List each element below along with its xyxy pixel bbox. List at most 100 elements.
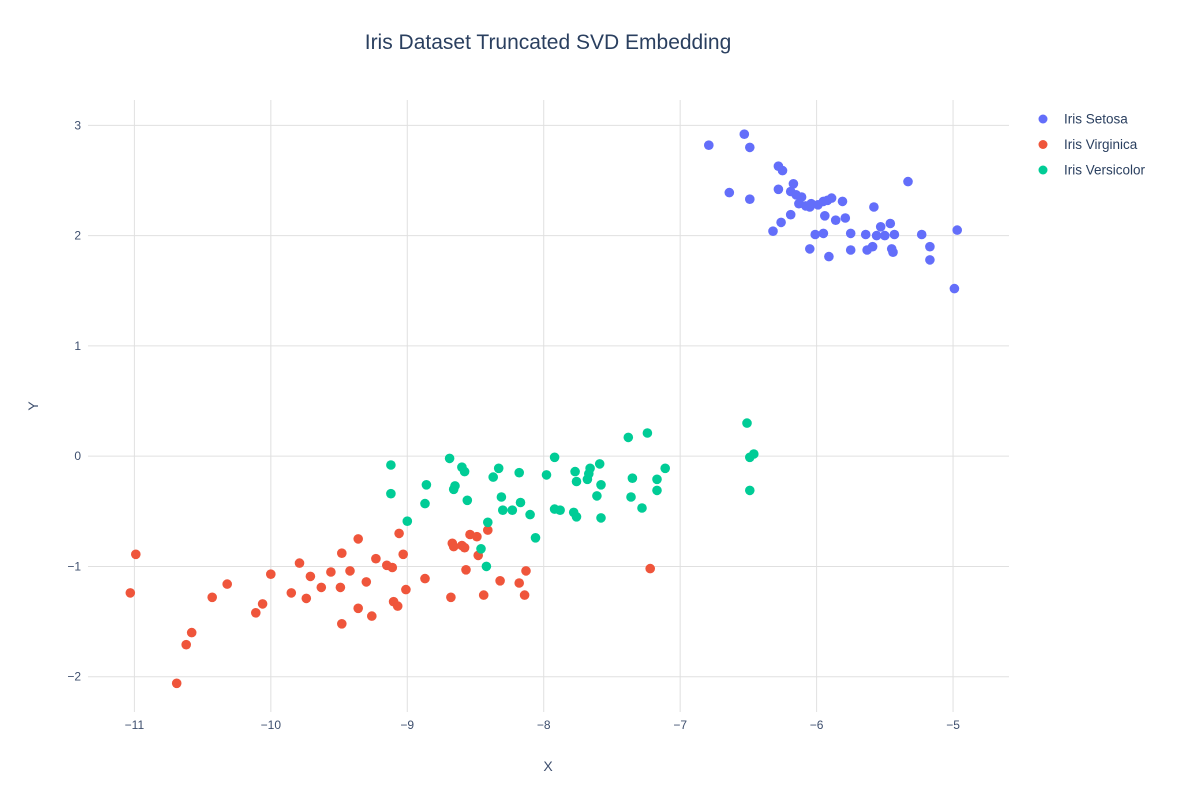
data-point[interactable] — [885, 218, 896, 229]
data-point[interactable] — [768, 226, 778, 236]
plot-area[interactable] — [88, 100, 1009, 712]
data-point[interactable] — [421, 480, 432, 490]
data-point[interactable] — [582, 474, 593, 485]
data-point[interactable] — [840, 213, 851, 223]
data-point[interactable] — [805, 244, 815, 254]
data-point[interactable] — [724, 187, 735, 198]
data-point[interactable] — [704, 140, 714, 150]
data-point[interactable] — [420, 573, 430, 584]
data-point[interactable] — [925, 241, 935, 252]
legend-item-setosa[interactable]: Iris Setosa — [1038, 112, 1129, 127]
data-point[interactable] — [596, 513, 606, 523]
data-point[interactable] — [745, 142, 755, 153]
legend-item-virginica[interactable]: Iris Virginica — [1038, 137, 1138, 152]
data-point[interactable] — [353, 534, 364, 544]
data-point[interactable] — [519, 590, 530, 600]
data-point[interactable] — [530, 533, 541, 543]
data-point[interactable] — [488, 472, 499, 482]
data-point[interactable] — [496, 492, 507, 502]
data-point[interactable] — [444, 453, 455, 464]
data-point[interactable] — [810, 229, 820, 240]
data-point[interactable] — [525, 509, 535, 520]
data-point[interactable] — [515, 497, 526, 508]
data-point[interactable] — [131, 549, 141, 560]
data-point[interactable] — [186, 627, 197, 638]
data-point[interactable] — [949, 283, 960, 294]
data-point[interactable] — [837, 196, 848, 207]
data-point[interactable] — [305, 571, 316, 582]
data-point[interactable] — [845, 245, 856, 255]
data-point[interactable] — [448, 484, 459, 495]
data-point[interactable] — [749, 449, 759, 459]
data-point[interactable] — [398, 549, 409, 560]
data-point[interactable] — [645, 563, 655, 574]
data-point[interactable] — [481, 561, 492, 572]
data-point[interactable] — [888, 247, 898, 257]
data-point[interactable] — [626, 492, 636, 502]
data-point[interactable] — [286, 588, 297, 598]
data-point[interactable] — [294, 558, 305, 568]
data-point[interactable] — [592, 491, 602, 501]
data-point[interactable] — [594, 459, 605, 469]
data-point[interactable] — [742, 418, 752, 428]
data-point[interactable] — [777, 165, 788, 176]
data-point[interactable] — [316, 582, 327, 593]
data-point[interactable] — [337, 619, 347, 629]
data-point[interactable] — [555, 505, 565, 515]
data-point[interactable] — [739, 129, 750, 139]
data-point[interactable] — [459, 542, 470, 553]
data-point[interactable] — [596, 480, 606, 490]
data-point[interactable] — [916, 229, 927, 240]
data-point[interactable] — [571, 512, 582, 522]
data-point[interactable] — [871, 230, 882, 241]
data-point[interactable] — [514, 578, 524, 588]
data-point[interactable] — [483, 517, 493, 528]
data-point[interactable] — [476, 544, 486, 554]
data-point[interactable] — [845, 228, 856, 239]
data-point[interactable] — [448, 541, 459, 552]
data-point[interactable] — [860, 229, 871, 240]
data-point[interactable] — [495, 576, 505, 586]
data-point[interactable] — [652, 474, 662, 485]
data-point[interactable] — [514, 467, 524, 478]
data-point[interactable] — [880, 230, 890, 241]
data-point[interactable] — [483, 525, 493, 535]
data-point[interactable] — [925, 255, 935, 265]
data-point[interactable] — [472, 531, 482, 542]
data-point[interactable] — [570, 466, 580, 477]
data-point[interactable] — [251, 608, 261, 618]
data-point[interactable] — [818, 228, 829, 239]
data-point[interactable] — [660, 463, 670, 474]
data-point[interactable] — [353, 603, 364, 614]
data-point[interactable] — [498, 505, 508, 515]
data-point[interactable] — [521, 566, 531, 576]
data-point[interactable] — [222, 579, 232, 589]
data-point[interactable] — [889, 229, 900, 240]
data-point[interactable] — [642, 428, 653, 438]
data-point[interactable] — [181, 639, 191, 650]
data-point[interactable] — [830, 215, 841, 225]
data-point[interactable] — [903, 176, 913, 187]
data-point[interactable] — [387, 562, 398, 573]
data-point[interactable] — [627, 473, 638, 484]
data-point[interactable] — [493, 463, 504, 474]
data-point[interactable] — [446, 592, 456, 603]
data-point[interactable] — [266, 569, 276, 579]
data-point[interactable] — [541, 470, 552, 480]
data-point[interactable] — [367, 611, 377, 621]
data-point[interactable] — [952, 225, 962, 235]
data-point[interactable] — [301, 593, 312, 604]
data-point[interactable] — [394, 528, 404, 539]
data-point[interactable] — [623, 432, 634, 443]
data-point[interactable] — [652, 485, 662, 496]
data-point[interactable] — [745, 485, 755, 496]
data-point[interactable] — [478, 590, 489, 600]
data-point[interactable] — [459, 466, 470, 477]
data-point[interactable] — [788, 179, 799, 189]
data-point[interactable] — [571, 476, 582, 487]
data-point[interactable] — [401, 584, 411, 595]
data-point[interactable] — [813, 200, 823, 210]
data-point[interactable] — [257, 599, 268, 609]
data-point[interactable] — [462, 495, 473, 506]
data-point[interactable] — [337, 548, 347, 558]
